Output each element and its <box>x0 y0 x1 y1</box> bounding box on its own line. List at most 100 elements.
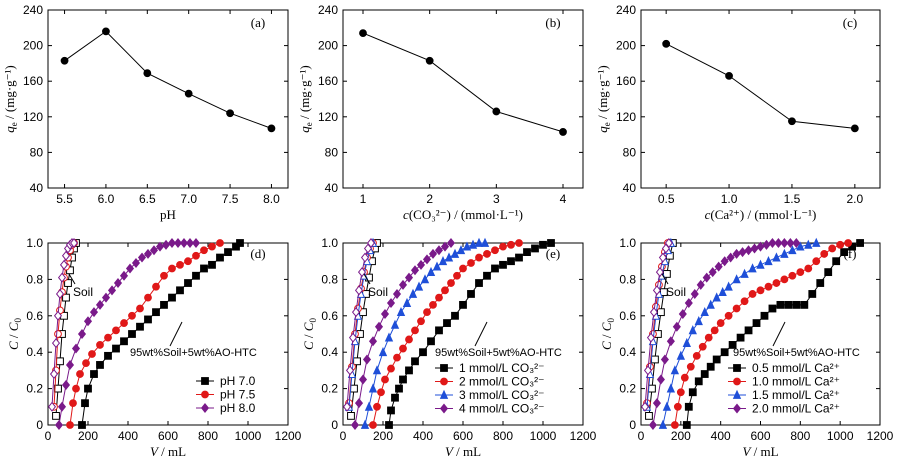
y-axis-label: C / C0 <box>599 318 616 350</box>
data-point <box>828 244 837 253</box>
data-point <box>645 412 653 420</box>
data-point <box>515 253 523 262</box>
data-point <box>59 259 69 270</box>
data-point <box>411 326 419 335</box>
data-point <box>387 406 395 415</box>
data-point <box>690 288 699 299</box>
data-point <box>84 384 92 393</box>
series-line <box>64 30 272 129</box>
data-point <box>380 308 390 319</box>
data-point <box>54 420 64 430</box>
y-tick-label: 80 <box>623 145 637 159</box>
data-point <box>143 248 153 259</box>
data-point <box>480 237 490 247</box>
x-axis-label: c(CO₃²⁻) / (mmol·L⁻¹) <box>403 207 523 222</box>
data-point <box>120 337 128 346</box>
data-point <box>168 264 176 273</box>
soil-arrow <box>661 273 669 285</box>
legend-label: pH 7.0 <box>220 374 256 388</box>
data-point <box>752 319 761 327</box>
data-point <box>72 384 80 393</box>
chart-panel-2: 0.5 1.0 1.5 2.0 40 80 120 160 200 240 c(Ca²⁺) / (m… <box>595 3 881 222</box>
data-point <box>459 264 467 273</box>
data-point <box>428 248 438 259</box>
data-point <box>700 370 709 378</box>
data-point <box>724 281 733 291</box>
y-tick-label: 160 <box>616 74 636 88</box>
soil-annotation: Soil <box>68 273 93 299</box>
data-point <box>390 319 400 329</box>
series-3 <box>350 238 456 430</box>
data-point <box>840 248 849 256</box>
data-point <box>385 421 393 429</box>
data-point <box>744 326 753 335</box>
data-point <box>444 252 454 262</box>
data-point <box>176 286 184 295</box>
data-point <box>82 359 90 368</box>
data-point <box>468 239 478 249</box>
data-point <box>547 239 555 247</box>
legend-label: 3 mmol/L CO₃²⁻ <box>459 388 544 402</box>
data-point <box>405 366 413 375</box>
data-point <box>816 279 825 287</box>
data-point <box>226 109 234 118</box>
legend-label: 0.5 mmol/L Ca²⁺ <box>752 361 840 375</box>
data-point <box>408 288 418 298</box>
data-point <box>57 272 67 283</box>
y-tick-label: 0 <box>331 418 338 432</box>
legend-point <box>201 390 209 399</box>
htc-annotation: 95wt%Soil+5wt%AO-HTC <box>733 321 860 359</box>
data-point <box>96 341 104 349</box>
data-point <box>402 297 412 307</box>
data-point <box>688 388 697 397</box>
x-axis-label: pH <box>160 207 176 222</box>
data-point <box>65 359 75 370</box>
x-tick-label: 3 <box>493 192 500 206</box>
data-point <box>672 321 681 332</box>
y-axis-label: qe / (mg·g⁻¹) <box>2 65 19 132</box>
data-point <box>649 307 658 318</box>
series-2 <box>658 237 821 429</box>
data-point <box>55 288 65 299</box>
data-point <box>440 241 450 252</box>
data-point <box>662 39 671 48</box>
data-point <box>378 347 388 357</box>
data-point <box>391 393 399 402</box>
y-tick-label: 240 <box>616 3 636 17</box>
soil-annotation: Soil <box>661 273 686 299</box>
y-tick-label: 0.8 <box>321 272 338 286</box>
data-point <box>678 308 687 319</box>
data-point <box>523 248 531 256</box>
data-point <box>680 373 689 382</box>
data-point <box>78 421 86 429</box>
y-tick-label: 0.6 <box>321 309 338 323</box>
y-tick-label: 80 <box>325 145 339 159</box>
data-point <box>712 292 721 302</box>
x-tick-label: 7.0 <box>180 192 197 206</box>
data-point <box>714 261 723 272</box>
data-point <box>443 319 451 327</box>
data-point <box>451 311 459 320</box>
data-point <box>56 357 64 366</box>
y-tick-label: 1.0 <box>26 236 43 250</box>
data-point <box>559 128 567 136</box>
data-point <box>90 370 98 378</box>
data-point <box>658 252 667 263</box>
series-line <box>69 242 221 426</box>
legend: pH 7.0pH 7.5pH 8.0 <box>196 374 256 415</box>
series-line <box>665 43 855 129</box>
data-point <box>780 238 789 248</box>
htc-arrow <box>169 321 183 347</box>
data-point <box>369 421 377 429</box>
data-point <box>351 307 361 318</box>
y-tick-label: 160 <box>23 74 43 88</box>
data-point <box>732 248 741 259</box>
data-point <box>69 399 77 408</box>
data-point <box>422 254 432 265</box>
x-tick-label: 8.0 <box>263 192 280 206</box>
y-tick-label: 160 <box>318 74 338 88</box>
data-point <box>804 264 813 273</box>
legend-label: 2 mmol/L CO₃²⁻ <box>459 375 544 389</box>
y-tick-label: 40 <box>30 181 44 195</box>
soil-label: Soil <box>73 285 93 299</box>
